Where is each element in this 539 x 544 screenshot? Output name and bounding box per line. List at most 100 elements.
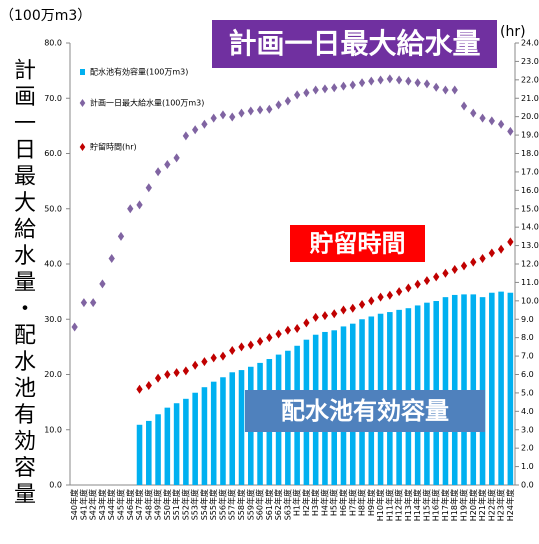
diamond-marker (507, 237, 514, 247)
diamond-marker (479, 113, 486, 123)
x-tick-label: S56年度 (217, 489, 227, 520)
y2-tick-label: 21.0 (521, 94, 539, 103)
legend-label: 配水池有効容量(100万m3) (90, 67, 188, 77)
bar (461, 294, 467, 485)
x-tick-label: S42年度 (88, 489, 98, 520)
legend-label: 貯留時間(hr) (90, 142, 137, 152)
y2-tick-label: 9.0 (521, 315, 534, 324)
y2-tick-label: 0.0 (521, 481, 534, 490)
x-tick-label: S61年度 (264, 489, 274, 520)
x-tick-label: H19年度 (459, 489, 469, 521)
x-tick-label: H18年度 (449, 489, 459, 521)
x-tick-label: S62年度 (273, 489, 283, 520)
annotation: 配水池有効容量 (281, 397, 449, 425)
x-tick-label: H3年度 (310, 489, 320, 516)
annotation-box (212, 20, 497, 68)
diamond-marker (303, 88, 310, 98)
legend-swatch (79, 143, 86, 151)
x-tick-label: H14年度 (412, 489, 422, 521)
diamond-marker (395, 75, 403, 85)
y-unit: （100万m3） (0, 8, 91, 24)
diamond-marker (219, 351, 227, 361)
diamond-marker (312, 85, 319, 95)
x-tick-label: S46年度 (125, 489, 135, 520)
y-tick-label: 40.0 (44, 260, 62, 269)
y-axis-label: 計画一日最大給水量・配水池有効容量 (10, 58, 35, 509)
x-tick-label: H7年度 (347, 489, 357, 516)
diamond-marker (497, 244, 505, 254)
annotation: 計画一日最大給水量 (228, 27, 480, 60)
x-tick-label: H10年度 (375, 489, 385, 521)
diamond-marker (247, 340, 254, 350)
annotation: 貯留時間 (310, 230, 406, 258)
diamond-marker (284, 325, 292, 335)
x-tick-label: S48年度 (143, 489, 153, 520)
diamond-marker (173, 368, 180, 378)
legend-label: 計画一日最大給水量(100万m3) (90, 98, 204, 108)
x-tick-label: S54年度 (199, 489, 209, 520)
bar (155, 414, 161, 485)
diamond-marker (507, 126, 514, 136)
x-tick-label: S45年度 (115, 489, 125, 520)
diamond-marker (460, 101, 468, 111)
bar (238, 370, 245, 485)
bar (220, 377, 226, 485)
x-tick-label: S52年度 (180, 489, 190, 520)
diamond-marker (470, 257, 477, 267)
y2-tick-label: 13.0 (521, 241, 539, 250)
x-tick-label: S63年度 (282, 489, 292, 520)
diamond-marker (321, 311, 329, 321)
diamond-marker (293, 90, 301, 100)
diamond-marker (386, 290, 393, 300)
diamond-marker (117, 231, 125, 241)
diamond-marker (488, 116, 495, 126)
diamond-marker (71, 322, 78, 332)
y-tick-label: 0.0 (49, 481, 62, 490)
diamond-marker (423, 276, 431, 286)
diamond-marker (488, 248, 495, 258)
diamond-marker (229, 346, 236, 356)
diamond-marker (340, 81, 347, 91)
y2-tick-label: 20.0 (521, 112, 539, 121)
diamond-marker (219, 110, 227, 120)
x-tick-label: S58年度 (236, 489, 246, 520)
bar (192, 392, 198, 485)
y2-tick-label: 23.0 (521, 57, 539, 66)
y2-tick-label: 7.0 (521, 352, 534, 361)
diamond-marker (182, 366, 190, 376)
x-tick-label: H13年度 (403, 489, 413, 521)
x-tick-label: S41年度 (78, 489, 88, 520)
x-tick-label: H12年度 (394, 489, 404, 521)
y-tick-label: 10.0 (44, 425, 62, 434)
y2-tick-label: 14.0 (521, 223, 539, 232)
diamond-marker (108, 253, 115, 263)
diamond-marker (451, 265, 458, 275)
diamond-marker (284, 96, 292, 106)
x-tick-label: S40年度 (69, 489, 79, 520)
y2-tick-label: 24.0 (521, 39, 539, 48)
diamond-marker (90, 298, 97, 308)
x-tick-label: H17年度 (440, 489, 450, 521)
diamond-marker (80, 298, 88, 308)
diamond-marker (247, 106, 254, 116)
diamond-marker (349, 80, 356, 90)
bar (507, 292, 514, 485)
x-tick-label: H1年度 (292, 489, 302, 516)
y2-tick-label: 8.0 (521, 333, 534, 342)
x-tick-label: S59年度 (245, 489, 255, 520)
bar (489, 292, 495, 485)
bar (451, 294, 458, 485)
y2-tick-label: 12.0 (521, 260, 539, 269)
diamond-marker (256, 336, 264, 346)
x-tick-label: S49年度 (153, 489, 163, 520)
diamond-marker (238, 342, 245, 352)
x-tick-label: H6年度 (338, 489, 348, 516)
y2-tick-label: 16.0 (521, 186, 539, 195)
bar (470, 294, 477, 485)
diamond-marker (182, 131, 190, 141)
diamond-marker (210, 113, 217, 123)
diamond-marker (136, 384, 143, 394)
annotation-box (290, 225, 425, 262)
diamond-marker (321, 84, 329, 94)
